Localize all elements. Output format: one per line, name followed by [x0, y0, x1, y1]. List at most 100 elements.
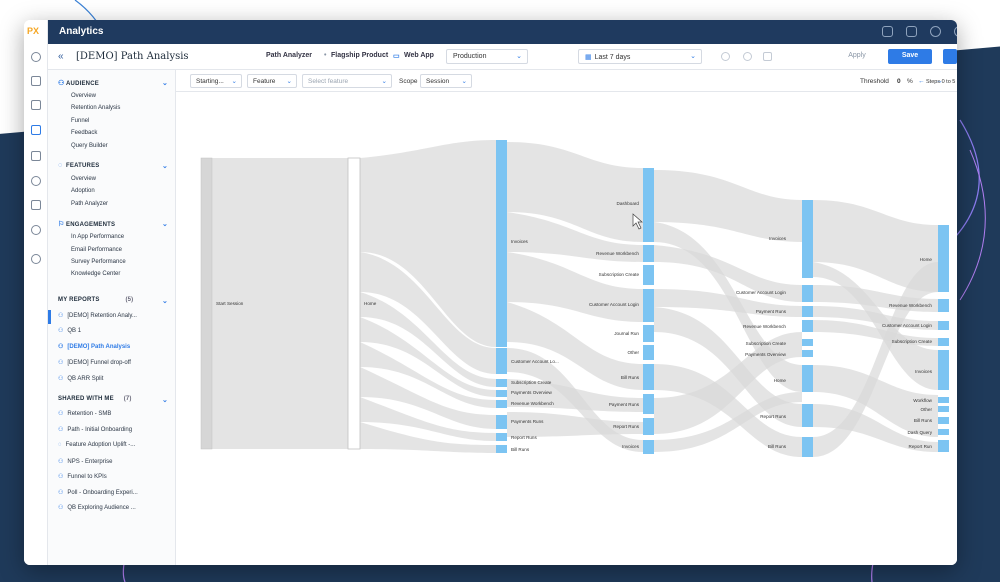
- node-col2: [496, 433, 507, 441]
- flow-pay-cal5: [813, 306, 938, 330]
- flow-bill-bill: [654, 364, 802, 457]
- sankey-diagram: Start Session Home Invoices Customer Acc…: [200, 140, 949, 457]
- section-engagements[interactable]: ⚐ ENGAGEMENTS ⌄: [58, 221, 169, 228]
- calendar-icon[interactable]: [31, 100, 41, 110]
- sidebar-item-query-builder[interactable]: Query Builder: [71, 143, 108, 149]
- sidebar-item-features-overview[interactable]: Overview: [71, 176, 97, 182]
- shared-item[interactable]: ⚇ QB Exploring Audience ...: [58, 505, 136, 511]
- threshold-input[interactable]: 0: [897, 78, 901, 85]
- flow-home-cal: [360, 252, 496, 374]
- label-col4: Customer Account Login: [736, 290, 786, 295]
- back-icon[interactable]: «: [58, 51, 64, 62]
- label-col3: Other: [628, 350, 640, 355]
- sidebar-item-retention[interactable]: Retention Analysis: [71, 105, 121, 111]
- shared-item[interactable]: ⚇ NPS - Enterprise: [58, 459, 113, 465]
- sidebar-item-knowledge[interactable]: Knowledge Center: [71, 271, 121, 277]
- section-my-reports[interactable]: MY REPORTS (5) ⌄: [58, 297, 169, 305]
- flow-cal-rep: [654, 307, 802, 427]
- label-col3: Bill Runs: [621, 375, 640, 380]
- reports-icon[interactable]: [31, 76, 41, 86]
- flow-misc-pay: [507, 379, 643, 412]
- sidebar-item-overview[interactable]: Overview: [71, 93, 97, 99]
- steps-next-icon[interactable]: →: [936, 78, 943, 85]
- report-item[interactable]: ⚇ [DEMO] Funnel drop-off: [58, 360, 131, 366]
- page-title: [DEMO] Path Analysis: [76, 51, 189, 62]
- sidebar-item-survey[interactable]: Survey Performance: [71, 259, 126, 265]
- icon-rail: PX: [24, 20, 48, 565]
- node-col4: [802, 320, 813, 332]
- breadcrumb-product[interactable]: Flagship Product: [331, 52, 389, 59]
- chevron-down-icon: ⌄: [690, 53, 696, 60]
- help-icon[interactable]: [930, 26, 941, 37]
- report-item[interactable]: ⚇ QB ARR Split: [58, 376, 104, 382]
- steps-prev-icon[interactable]: ←: [918, 78, 925, 85]
- sidebar-item-in-app[interactable]: In App Performance: [71, 234, 125, 240]
- label-col3: Journal Run: [614, 331, 639, 336]
- chart-icon[interactable]: [31, 225, 41, 235]
- shared-item[interactable]: ⚇ Retention - SMB: [58, 411, 112, 417]
- sidebar-item-adoption[interactable]: Adoption: [71, 188, 95, 194]
- shared-item[interactable]: ⚇ Path - Initial Onboarding: [58, 427, 133, 433]
- analytics-icon[interactable]: [31, 125, 41, 135]
- save-icon[interactable]: [906, 26, 917, 37]
- node-col4: [802, 437, 813, 457]
- report-item-active[interactable]: ⚇ [DEMO] Path Analysis: [58, 344, 131, 350]
- breadcrumb-app[interactable]: Web App: [404, 52, 434, 59]
- node-col2: [496, 445, 507, 453]
- engagements-icon: ⚐: [58, 221, 65, 228]
- node-col2: [496, 415, 507, 429]
- report-item[interactable]: ⚇ [DEMO] Retention Analy...: [58, 313, 137, 319]
- node-col4: [802, 306, 813, 317]
- education-icon[interactable]: [31, 176, 41, 186]
- environment-select[interactable]: Production ⌄: [446, 49, 528, 64]
- breadcrumb-path-analyzer[interactable]: Path Analyzer: [266, 52, 313, 59]
- dashboard-icon[interactable]: [31, 52, 41, 62]
- shared-item[interactable]: ⚇ Funnel to KPIs: [58, 474, 107, 480]
- feature-select[interactable]: Select feature ⌄: [302, 74, 392, 88]
- scope-select[interactable]: Session ⌄: [420, 74, 472, 88]
- section-audience[interactable]: ⚇ AUDIENCE ⌄: [58, 80, 169, 87]
- report-item[interactable]: ⚇ QB 1: [58, 328, 82, 334]
- share-icon[interactable]: [721, 52, 730, 61]
- node-col2: [496, 400, 507, 408]
- info-icon[interactable]: [743, 52, 752, 61]
- chat-icon[interactable]: [882, 26, 893, 37]
- hierarchy-icon[interactable]: [31, 200, 41, 210]
- node-col5: [938, 225, 949, 292]
- section-features[interactable]: ◌ FEATURES ⌄: [58, 162, 169, 170]
- starting-select[interactable]: Starting... ⌄: [190, 74, 242, 88]
- type-select[interactable]: Feature ⌄: [247, 74, 297, 88]
- node-col3: [643, 168, 654, 242]
- delete-icon[interactable]: [763, 52, 772, 61]
- filter-icon[interactable]: [943, 49, 957, 64]
- calendar-icon: ▦: [585, 54, 592, 61]
- shared-item[interactable]: ◌ Feature Adoption Uplift -...: [58, 442, 136, 448]
- chevron-down-icon: ⌄: [162, 298, 169, 305]
- label-col5: Home: [920, 257, 933, 262]
- apply-button[interactable]: Apply: [848, 52, 866, 59]
- users-icon[interactable]: [31, 151, 41, 161]
- steps-range: Steps 0 to 5: [926, 79, 956, 85]
- node-col4: [802, 339, 813, 346]
- label-col4: Revenue Workbench: [743, 324, 786, 329]
- sidebar-item-funnel[interactable]: Funnel: [71, 118, 90, 124]
- flow-rep-rep5: [813, 404, 938, 452]
- shared-item[interactable]: ⚇ Poll - Onboarding Experi...: [58, 490, 138, 496]
- section-shared[interactable]: SHARED WITH ME (7) ⌄: [58, 396, 169, 404]
- sidebar-item-feedback[interactable]: Feedback: [71, 130, 98, 136]
- flow-home-misc3: [360, 342, 496, 408]
- flow-home-misc5: [813, 365, 938, 437]
- settings-icon[interactable]: [31, 254, 41, 264]
- account-icon[interactable]: [954, 26, 957, 37]
- sidebar-item-email[interactable]: Email Performance: [71, 247, 123, 253]
- flow-other-misc: [654, 332, 802, 434]
- path-canvas: Start Session Home Invoices Customer Acc…: [176, 92, 957, 565]
- page-header: « [DEMO] Path Analysis Path Analyzer • F…: [48, 44, 957, 70]
- node-home: [347, 157, 361, 450]
- flow-rw-sub5: [813, 320, 938, 346]
- date-range-select[interactable]: ▦ Last 7 days ⌄: [578, 49, 702, 64]
- node-col5: [938, 429, 949, 435]
- save-button[interactable]: Save: [888, 49, 932, 64]
- label-col4: Invoices: [769, 236, 787, 241]
- sidebar-item-path-analyzer[interactable]: Path Analyzer: [71, 201, 109, 207]
